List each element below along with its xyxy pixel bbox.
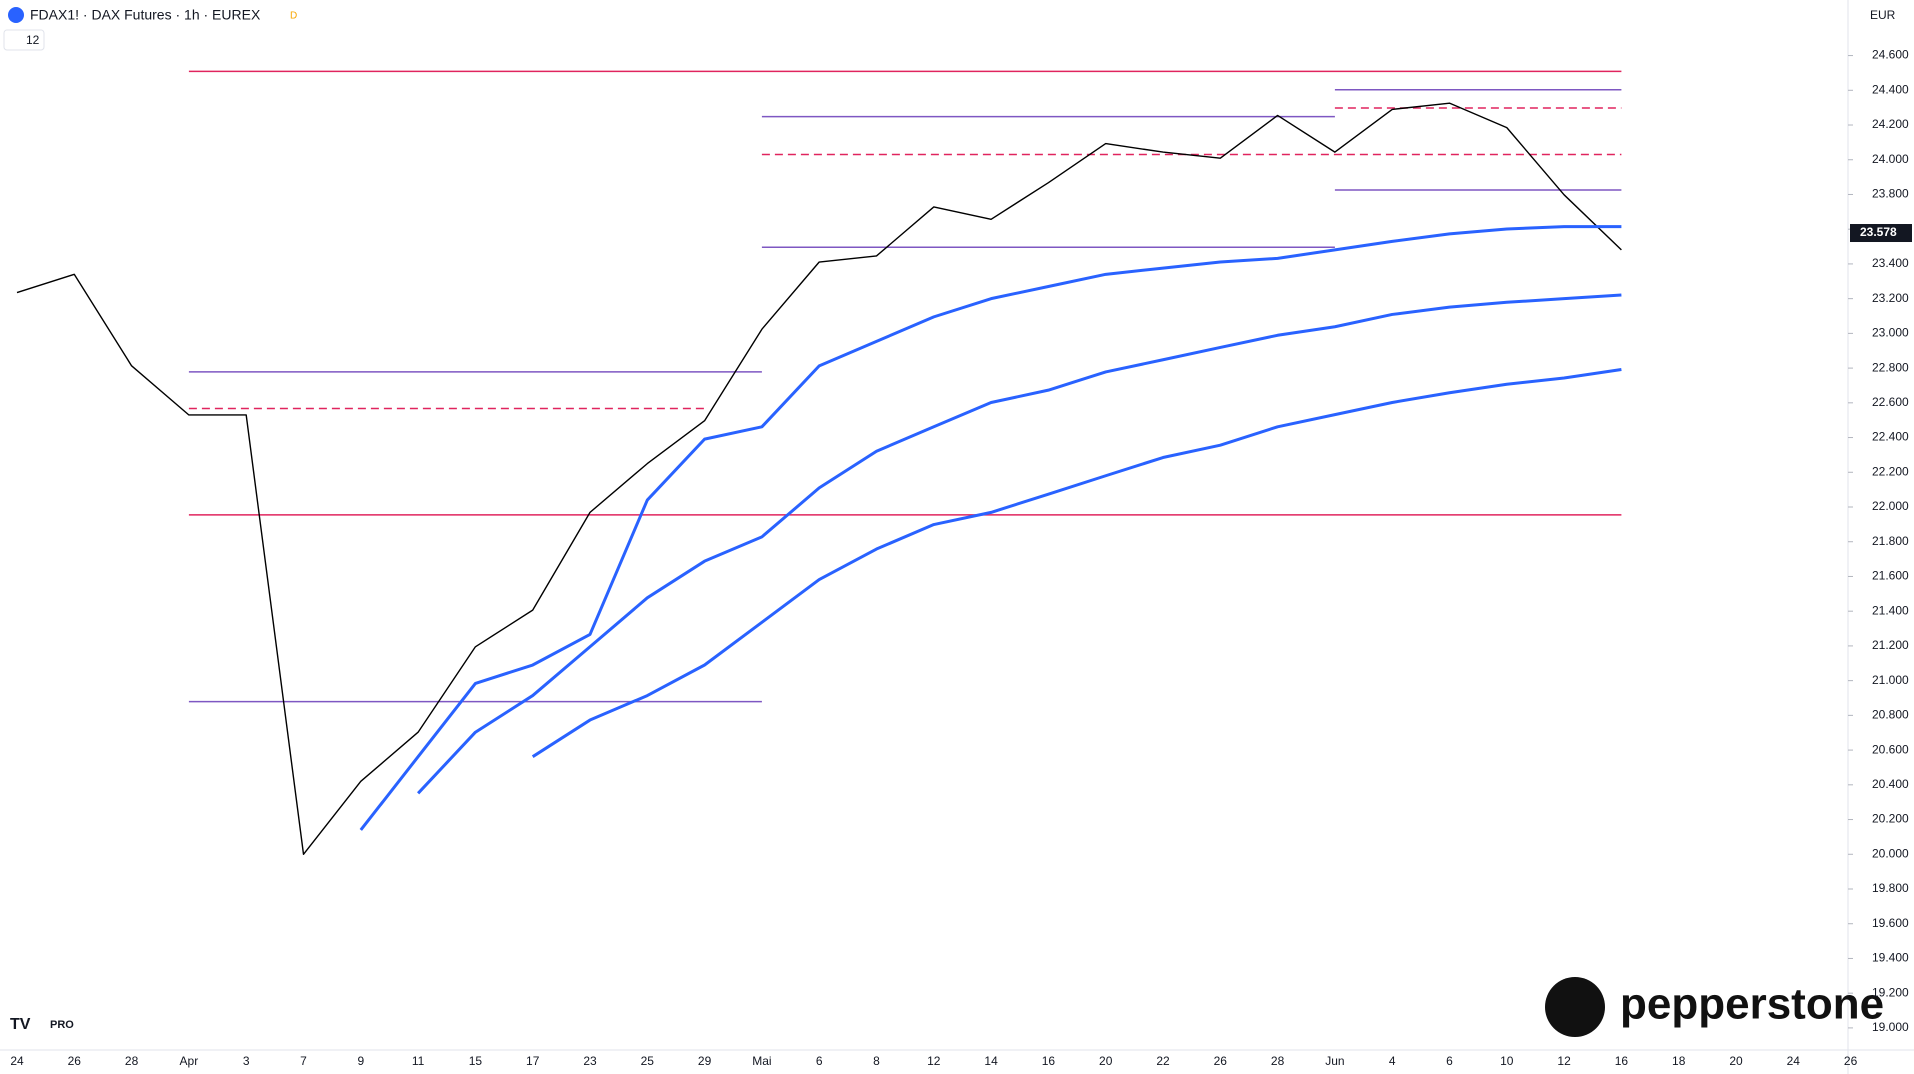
last-price-label: 23.578 [1860, 225, 1897, 239]
x-tick-label: 29 [698, 1054, 712, 1068]
y-tick-label: 23.000 [1872, 326, 1909, 340]
x-tick-label: 16 [1042, 1054, 1056, 1068]
y-tick-label: 20.400 [1872, 777, 1909, 791]
x-tick-label: 26 [1844, 1054, 1858, 1068]
x-tick-label: 24 [10, 1054, 24, 1068]
y-tick-label: 19.200 [1872, 985, 1909, 999]
x-tick-label: Jun [1325, 1054, 1344, 1068]
symbol-icon [8, 7, 24, 23]
tv-logo: TV [10, 1016, 31, 1033]
x-tick-label: 3 [243, 1054, 250, 1068]
series-line [417, 293, 1622, 795]
x-tick-label: 18 [1672, 1054, 1686, 1068]
x-tick-label: 7 [300, 1054, 307, 1068]
currency[interactable]: EUR [1870, 8, 1896, 22]
y-tick-label: 20.600 [1872, 742, 1909, 756]
y-tick-label: 21.200 [1872, 638, 1909, 652]
x-tick-label: 16 [1615, 1054, 1629, 1068]
x-tick-label: 6 [1446, 1054, 1453, 1068]
x-tick-label: 9 [357, 1054, 364, 1068]
tv-badge: PRO [50, 1019, 74, 1031]
indicator-count: 12 [26, 33, 40, 47]
x-tick-label: 15 [469, 1054, 483, 1068]
x-tick-label: 24 [1787, 1054, 1801, 1068]
y-tick-label: 23.800 [1872, 187, 1909, 201]
y-tick-label: 19.600 [1872, 916, 1909, 930]
y-tick-label: 19.800 [1872, 881, 1909, 895]
x-tick-label: 23 [583, 1054, 597, 1068]
y-tick-label: 23.400 [1872, 256, 1909, 270]
y-tick-label: 22.400 [1872, 430, 1909, 444]
series-line [531, 368, 1622, 758]
y-tick-label: 24.400 [1872, 82, 1909, 96]
badge: D [290, 11, 297, 22]
x-tick-label: 28 [125, 1054, 139, 1068]
y-tick-label: 24.200 [1872, 117, 1909, 131]
y-tick-label: 23.200 [1872, 291, 1909, 305]
series-line [359, 225, 1622, 831]
x-tick-label: 8 [873, 1054, 880, 1068]
x-tick-label: 20 [1099, 1054, 1113, 1068]
x-tick-label: 4 [1389, 1054, 1396, 1068]
x-tick-label: 12 [927, 1054, 941, 1068]
x-tick-label: 22 [1156, 1054, 1170, 1068]
x-tick-label: 26 [68, 1054, 82, 1068]
x-tick-label: 20 [1729, 1054, 1743, 1068]
y-tick-label: 19.000 [1872, 1020, 1909, 1034]
x-tick-label: 11 [412, 1054, 425, 1068]
y-tick-label: 24.000 [1872, 152, 1909, 166]
y-tick-label: 21.000 [1872, 673, 1909, 687]
x-tick-label: 17 [526, 1054, 540, 1068]
x-tick-label: Mai [752, 1054, 771, 1068]
x-tick-label: 6 [816, 1054, 823, 1068]
x-tick-label: Apr [180, 1054, 199, 1068]
y-tick-label: 19.400 [1872, 951, 1909, 965]
symbol-title[interactable]: FDAX1! · DAX Futures · 1h · EUREX [30, 7, 261, 23]
brand-logo: pepperstone [1620, 980, 1884, 1029]
y-tick-label: 21.400 [1872, 603, 1909, 617]
y-tick-label: 21.600 [1872, 569, 1909, 583]
y-tick-label: 20.000 [1872, 846, 1909, 860]
y-tick-label: 22.600 [1872, 395, 1909, 409]
y-tick-label: 21.800 [1872, 534, 1909, 548]
y-tick-label: 22.000 [1872, 499, 1909, 513]
y-tick-label: 24.600 [1872, 48, 1909, 62]
last-price-tag [1850, 224, 1912, 243]
x-tick-label: 28 [1271, 1054, 1285, 1068]
brand-icon [1545, 977, 1605, 1037]
y-tick-label: 20.800 [1872, 708, 1909, 722]
x-tick-label: 26 [1214, 1054, 1228, 1068]
y-tick-label: 22.800 [1872, 360, 1909, 374]
series-line [16, 102, 1622, 855]
y-tick-label: 22.200 [1872, 464, 1909, 478]
x-tick-label: 25 [641, 1054, 655, 1068]
x-tick-label: 10 [1500, 1054, 1514, 1068]
y-tick-label: 20.200 [1872, 812, 1909, 826]
indicator-toggle[interactable] [3, 29, 45, 51]
x-tick-label: 12 [1557, 1054, 1571, 1068]
x-tick-label: 14 [984, 1054, 998, 1068]
